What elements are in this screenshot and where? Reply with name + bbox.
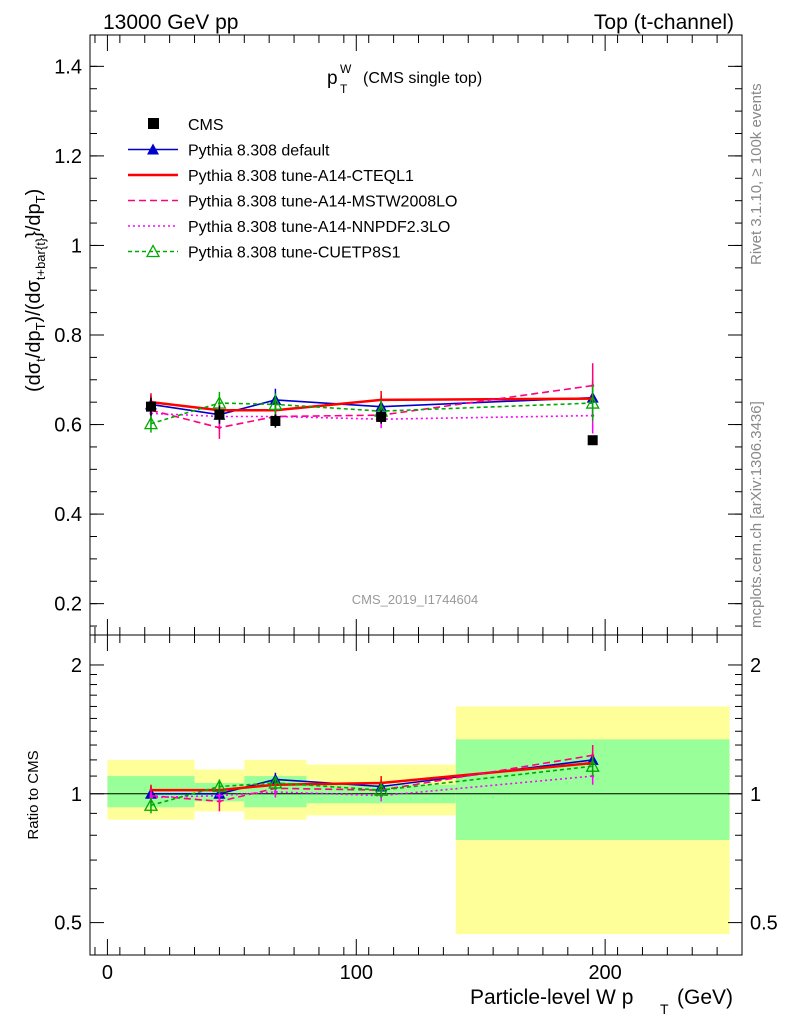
ratio-panel: 0.5 0.5 1 1 2 2 0 100 200 Ratio to CMS Particle-… <box>25 35 778 1017</box>
data-point <box>212 779 227 793</box>
title-sub: T <box>340 82 348 96</box>
process-label: Top (t-channel) <box>594 11 734 34</box>
title-rest: (CMS single top) <box>363 70 482 87</box>
x-axis-label-main: Particle-level W p <box>470 986 633 1009</box>
legend-marker <box>148 118 159 129</box>
main-y-ticks: 0.2 0.4 0.6 0.8 1 1.2 1.4 <box>54 56 742 627</box>
ratio-y-tick-label-right: 0.5 <box>750 913 778 935</box>
ratio-y-tick-label-right: 1 <box>750 784 761 806</box>
ratio-series-group <box>143 745 600 814</box>
x-tick-label: 200 <box>588 962 621 984</box>
x-tick-label: 100 <box>340 962 373 984</box>
x-axis-label-sub: T <box>660 1001 669 1017</box>
legend-item: Pythia 8.308 tune-CUETP8S1 <box>128 244 401 262</box>
legend-item: CMS <box>148 117 224 134</box>
legend-marker <box>147 143 159 155</box>
y-tick-label: 0.6 <box>54 415 82 437</box>
main-title: p W T (CMS single top) <box>327 62 482 96</box>
ratio-y-label: Ratio to CMS <box>25 750 42 839</box>
data-point <box>376 411 387 422</box>
data-point <box>585 758 600 772</box>
mcplots-label: mcplots.cern.ch [arXiv:1306.3436] <box>748 401 765 628</box>
y-axis-label-text: (dσt/dpT)/(dσt+bar{t}}/dpT) <box>23 189 48 392</box>
legend-label: Pythia 8.308 tune-CUETP8S1 <box>188 245 401 262</box>
ratio-bands <box>90 706 742 935</box>
data-point <box>143 416 159 430</box>
x-axis-label-unit: (GeV) <box>677 986 733 1009</box>
legend-item: Pythia 8.308 default <box>128 143 330 160</box>
data-point <box>217 426 221 430</box>
ratio-frame <box>89 634 743 956</box>
legend-item: Pythia 8.308 tune-A14-MSTW2008LO <box>128 194 457 211</box>
y-tick-label: 1.2 <box>54 146 82 168</box>
ratio-y-tick-label: 2 <box>71 655 82 677</box>
ratio-y-tick-label: 0.5 <box>54 913 82 935</box>
ratio-y-tick-label-right: 2 <box>750 655 761 677</box>
data-point <box>268 775 283 789</box>
x-axis-label: Particle-level W p T (GeV) <box>470 986 733 1017</box>
legend: CMS Pythia 8.308 default Pythia 8.308 tune… <box>128 117 457 262</box>
series-line <box>150 775 593 799</box>
main-panel: 0.2 0.4 0.6 0.8 1 1.2 1.4 CMS_2019_I1744604 p … <box>23 34 743 636</box>
series-cms <box>145 397 598 446</box>
legend-label: Pythia 8.308 tune-A14-CTEQL1 <box>188 168 414 185</box>
main-series-group <box>143 363 600 446</box>
watermark-group: CMS_2019_I1744604 <box>352 592 479 607</box>
y-tick-label: 0.2 <box>54 594 82 616</box>
data-point <box>145 401 156 412</box>
title-sup: W <box>340 62 352 76</box>
ratio-ticks: 0.5 0.5 1 1 2 2 0 100 200 <box>54 35 778 984</box>
data-point <box>143 797 159 811</box>
series-pythia-8-308-tune-cuetp8s1 <box>143 385 600 433</box>
legend-label: Pythia 8.308 tune-A14-NNPDF2.3LO <box>188 219 450 236</box>
data-point <box>268 397 283 411</box>
data-point <box>273 790 277 794</box>
data-point <box>214 409 225 420</box>
legend-label: Pythia 8.308 default <box>188 143 330 160</box>
rivet-label: Rivet 3.1.10, ≥ 100k events <box>748 83 765 265</box>
title-main: p <box>327 68 338 89</box>
series-line <box>150 402 593 425</box>
y-tick-label: 0.4 <box>54 504 82 526</box>
energy-label: 13000 GeV pp <box>103 11 238 34</box>
y-tick-label: 0.8 <box>54 325 82 347</box>
ratio-series-pythia-8-308-tune-cuetp8s1 <box>143 756 600 814</box>
y-axis-label: (dσt/dpT)/(dσt+bar{t}}/dpT) <box>23 189 48 392</box>
series-line <box>150 412 593 420</box>
legend-item: Pythia 8.308 tune-A14-NNPDF2.3LO <box>128 219 450 236</box>
legend-item: Pythia 8.308 tune-A14-CTEQL1 <box>128 168 414 185</box>
legend-label: Pythia 8.308 tune-A14-MSTW2008LO <box>188 194 457 211</box>
data-point <box>217 794 221 798</box>
data-point <box>270 415 281 426</box>
data-point <box>587 435 598 446</box>
data-point <box>585 395 600 409</box>
ratio-y-tick-label: 1 <box>71 784 82 806</box>
watermark: CMS_2019_I1744604 <box>352 592 479 607</box>
legend-marker <box>145 244 161 258</box>
data-point <box>374 782 389 796</box>
legend-label: CMS <box>188 117 224 134</box>
series-line <box>150 765 593 807</box>
x-tick-label: 0 <box>102 962 113 984</box>
data-point <box>591 753 595 757</box>
y-tick-label: 1.4 <box>54 56 82 78</box>
y-tick-label: 1 <box>71 235 82 257</box>
